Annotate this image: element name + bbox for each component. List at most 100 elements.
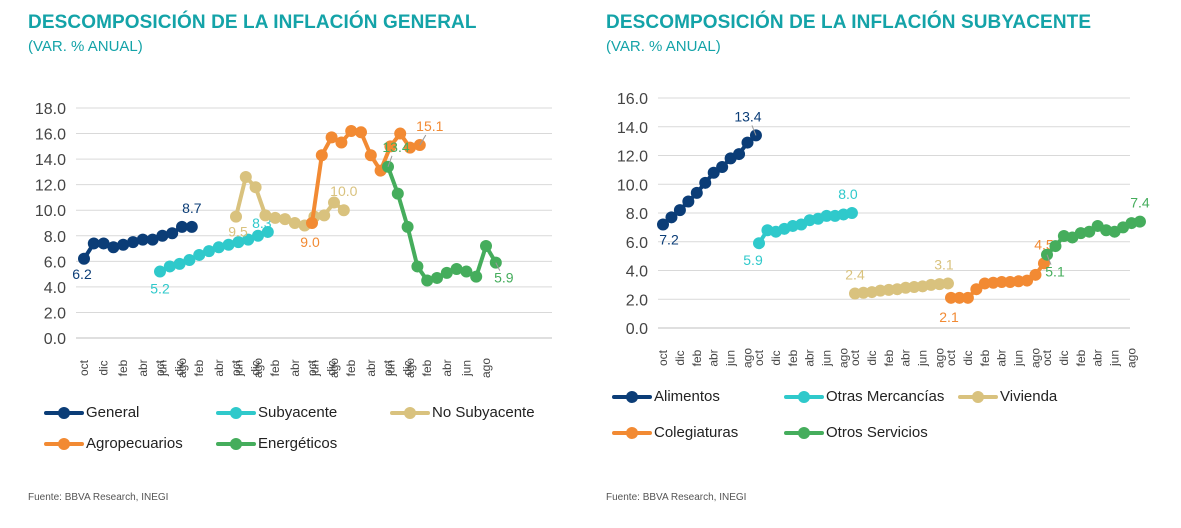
x-tick-label: jun — [724, 350, 738, 367]
y-tick-label: 2.0 — [626, 292, 648, 309]
data-point — [707, 166, 720, 179]
x-tick-label: dic — [97, 360, 111, 375]
data-point — [440, 266, 453, 279]
x-tick-label: feb — [690, 349, 704, 366]
y-tick-label: 18.0 — [35, 101, 66, 118]
data-point — [741, 136, 754, 149]
data-point — [953, 291, 966, 304]
x-tick-label: jun — [307, 360, 321, 377]
x-tick-label: jun — [383, 360, 397, 377]
chart-title: DESCOMPOSICIÓN DE LA INFLACIÓN GENERAL — [28, 12, 477, 33]
y-tick-label: 16.0 — [35, 127, 66, 144]
data-point — [753, 237, 765, 250]
x-tick-label: dic — [1057, 350, 1071, 365]
legend-label: Otros Servicios — [826, 424, 928, 441]
x-tick-label: oct — [305, 359, 319, 376]
legend-marker-icon — [44, 406, 84, 419]
legend-marker-icon — [44, 437, 84, 450]
data-point — [163, 260, 176, 273]
legend-label: Subyacente — [258, 404, 338, 421]
legend-label: Energéticos — [258, 435, 338, 452]
y-tick-label: 14.0 — [35, 152, 66, 169]
data-point — [673, 204, 686, 217]
data-point — [259, 209, 272, 222]
data-point — [242, 233, 255, 246]
data-point — [136, 233, 149, 246]
x-tick-label: oct — [752, 349, 766, 366]
y-tick-label: 2.0 — [44, 305, 66, 322]
legend-label: Colegiaturas — [654, 424, 739, 441]
legend-marker-icon — [390, 406, 430, 419]
data-point — [78, 252, 90, 265]
x-tick-label: abr — [212, 359, 226, 376]
legend-label: General — [86, 404, 140, 421]
data-point — [961, 291, 974, 304]
inflation-core-chart: 0.0 2.0 4.0 6.0 8.0 10.0 12.0 14.0 16.0 7.2 13.4 oc… — [617, 91, 1150, 368]
data-point — [470, 270, 483, 283]
series-vivienda: 2.4 3.1 — [845, 256, 954, 300]
data-point — [166, 227, 179, 240]
y-tick-label: 12.0 — [617, 149, 648, 166]
y-tick-label: 12.0 — [35, 178, 66, 195]
x-tick-label: dic — [249, 360, 263, 375]
legend-label: Agropecuarios — [86, 435, 183, 452]
x-tick-label: ago — [175, 358, 189, 378]
data-point — [421, 274, 434, 287]
data-point — [716, 161, 729, 173]
source-note: Fuente: BBVA Research, INEGI — [606, 492, 747, 503]
data-point — [1049, 240, 1062, 253]
x-tick-label: dic — [769, 350, 783, 365]
x-tick-label: oct — [944, 349, 958, 366]
data-label-last: 15.1 — [416, 118, 443, 134]
x-tick-label: ago — [1125, 348, 1139, 368]
legend-label: Alimentos — [654, 388, 720, 405]
x-tick-label: jun — [459, 360, 473, 377]
data-label-first: 9.0 — [300, 234, 320, 250]
y-tick-label: 0.0 — [626, 321, 648, 338]
legend-label: No Subyacente — [432, 404, 535, 421]
y-tick-label: 8.0 — [626, 206, 648, 223]
x-tick-label: abr — [1091, 349, 1105, 366]
label-leader — [751, 125, 757, 136]
y-tick-label: 16.0 — [617, 91, 648, 108]
y-tick-label: 6.0 — [626, 235, 648, 252]
data-point — [391, 187, 404, 200]
data-point — [222, 238, 235, 251]
data-label-last: 7.4 — [1130, 195, 1150, 211]
data-label-first: 13.4 — [382, 139, 409, 155]
legend-item-no-subyacente: No Subyacente — [390, 404, 535, 421]
series-colegiaturas: 2.1 4.5 — [939, 236, 1054, 325]
data-point — [318, 209, 331, 222]
data-point — [682, 195, 695, 208]
data-point — [87, 237, 100, 250]
data-point — [345, 125, 358, 137]
x-tick-label: oct — [1040, 349, 1054, 366]
y-tick-label: 6.0 — [44, 254, 66, 271]
right-chart-panel: DESCOMPOSICIÓN DE LA INFLACIÓN SUBYACENT… — [590, 0, 1181, 528]
data-point — [212, 241, 225, 254]
data-point — [364, 149, 377, 162]
y-tick-label: 8.0 — [44, 229, 66, 246]
legend-item-general: General — [44, 404, 139, 421]
x-tick-label: feb — [978, 349, 992, 366]
legend-label: Otras Mercancías — [826, 388, 945, 405]
legend-item-energeticos: Energéticos — [216, 435, 337, 452]
data-label-last: 4.5 — [1034, 236, 1054, 252]
data-point — [1029, 268, 1042, 281]
series-alimentos: 7.2 13.4 — [657, 108, 762, 248]
series-energeticos: 13.4 5.9 — [382, 139, 514, 287]
data-label-first: 2.1 — [939, 309, 959, 325]
data-point — [355, 126, 367, 139]
inflation-general-chart: 0.0 2.0 4.0 6.0 8.0 10.0 12.0 14.0 16.0 18.0 6.2 8.… — [35, 101, 552, 378]
x-tick-label: jun — [1012, 350, 1026, 367]
data-point — [315, 149, 328, 162]
data-point — [337, 204, 350, 217]
data-point — [690, 186, 703, 199]
x-tick-label: oct — [153, 359, 167, 376]
x-tick-label: abr — [995, 349, 1009, 366]
data-point — [173, 257, 186, 270]
y-tick-label: 14.0 — [617, 120, 648, 137]
data-label-last: 3.1 — [934, 256, 954, 272]
y-tick-label: 4.0 — [626, 264, 648, 281]
data-point — [279, 213, 291, 226]
